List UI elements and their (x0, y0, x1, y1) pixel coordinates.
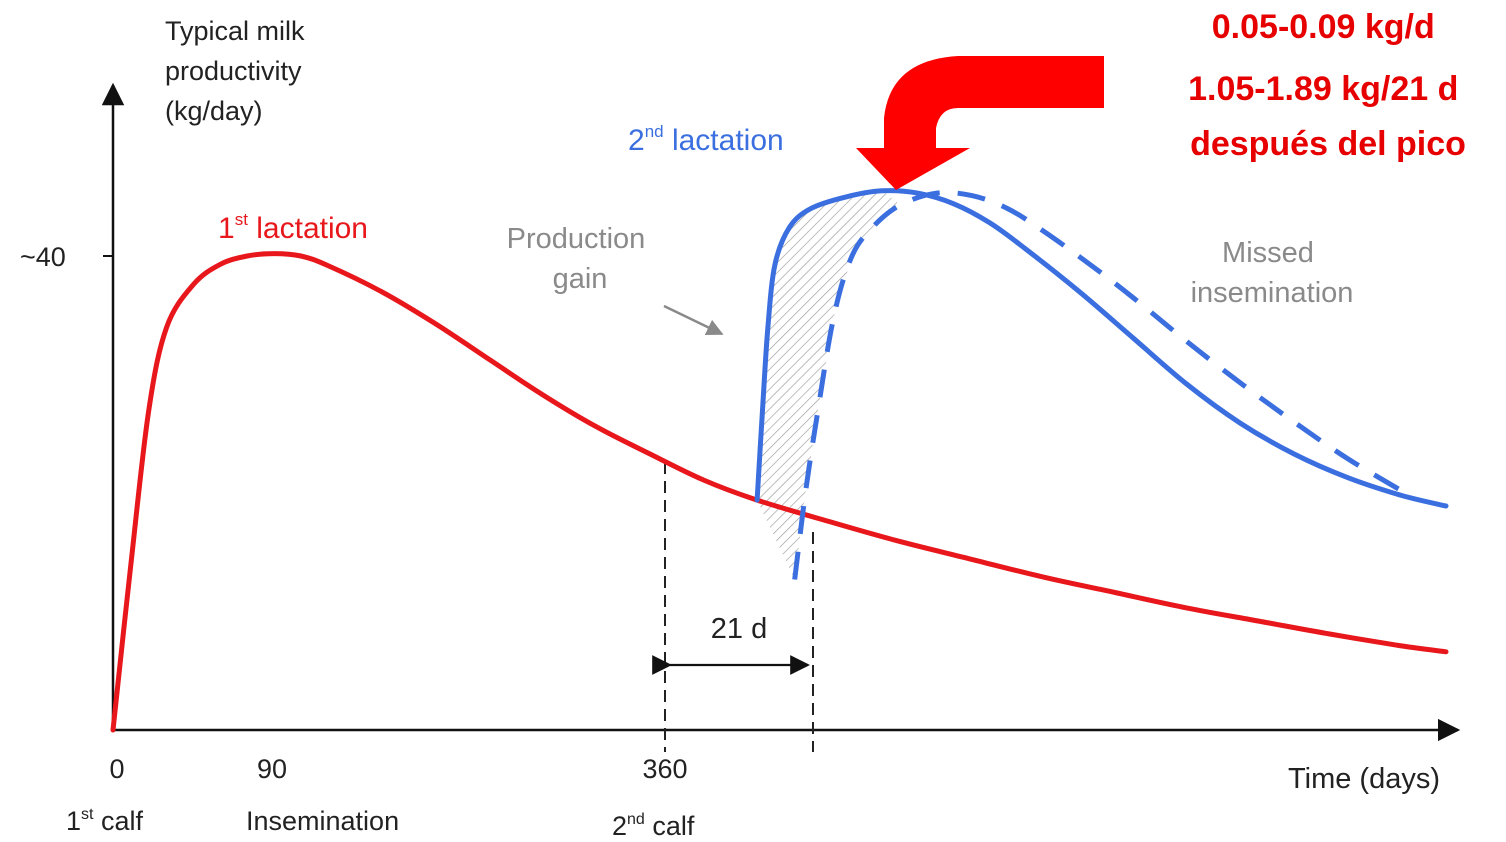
x-tick-label-90: 90 (257, 754, 287, 784)
production-gain-line-2: gain (553, 263, 608, 295)
y-axis-label: Typical milk productivity (kg/day) (165, 16, 312, 126)
x-tick-label-360: 360 (642, 754, 687, 784)
callout-line-2: 1.05-1.89 kg/21 d (1188, 70, 1458, 108)
y-axis-label-line-1: Typical milk (165, 16, 305, 46)
missed-insemination-label: Missed insemination (1191, 237, 1354, 309)
series-label-1st-main: 1 (218, 212, 235, 245)
series-label-2nd-lactation: 2nd lactation (628, 122, 784, 157)
event-label-1st-calf-rest: calf (93, 806, 143, 836)
x-tick-label-0: 0 (109, 754, 124, 784)
event-label-2nd-calf-sup: nd (627, 811, 645, 828)
production-gain-area (757, 190, 901, 580)
missed-insemination-line-2: insemination (1191, 277, 1354, 309)
series-label-1st-rest: lactation (248, 212, 368, 245)
production-gain-line-1: Production (507, 223, 646, 255)
series-line-2nd-lactation (754, 188, 1449, 509)
series-label-1st-sup: st (235, 210, 249, 229)
event-label-1st-calf: 1st calf (66, 806, 144, 836)
series-line-1st-lactation (110, 251, 1449, 733)
event-label-insemination: Insemination (246, 806, 399, 836)
event-label-2nd-calf-main: 2 (612, 811, 627, 841)
missed-insemination-line-1: Missed (1222, 237, 1314, 269)
callout-line-1: 0.05-0.09 kg/d (1212, 8, 1435, 46)
series-label-1st-lactation: 1st lactation (218, 210, 368, 245)
series-label-2nd-sup: nd (645, 122, 664, 141)
series-label-2nd-rest: lactation (664, 124, 784, 157)
x-axis-label: Time (days) (1288, 763, 1440, 795)
callout-curved-arrow (856, 56, 1104, 190)
event-label-2nd-calf-rest: calf (645, 811, 695, 841)
y-axis-label-line-3: (kg/day) (165, 96, 263, 126)
production-gain-label: Production gain (507, 223, 654, 295)
event-label-1st-calf-sup: st (81, 806, 94, 823)
y-tick-label: ~40 (20, 242, 66, 272)
y-axis-label-line-2: productivity (165, 56, 302, 86)
callout-line-3: después del pico (1190, 125, 1466, 163)
event-label-1st-calf-main: 1 (66, 806, 81, 836)
series-label-2nd-main: 2 (628, 124, 645, 157)
callout-text: 0.05-0.09 kg/d 1.05-1.89 kg/21 d después… (1188, 8, 1468, 163)
event-label-2nd-calf: 2nd calf (612, 811, 695, 841)
production-gain-pointer (663, 304, 724, 336)
interval-label: 21 d (711, 613, 767, 645)
